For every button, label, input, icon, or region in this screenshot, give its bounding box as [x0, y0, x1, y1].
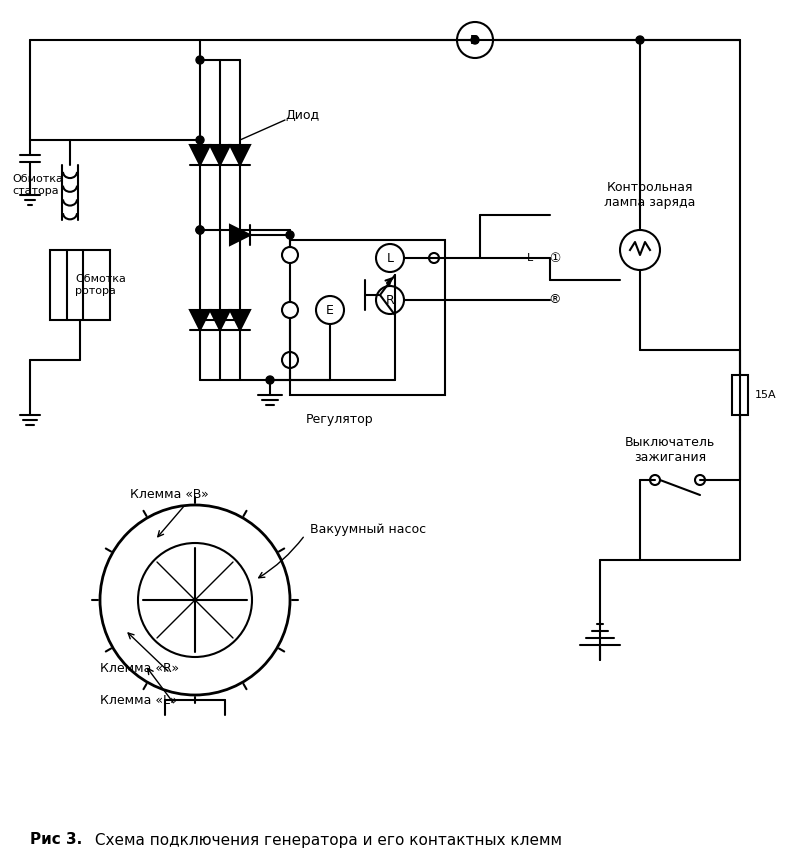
- Circle shape: [695, 475, 705, 485]
- Polygon shape: [210, 310, 230, 330]
- Circle shape: [429, 253, 439, 263]
- Circle shape: [316, 296, 344, 324]
- Text: Клемма «L»: Клемма «L»: [100, 694, 178, 707]
- Circle shape: [286, 231, 294, 239]
- Circle shape: [471, 36, 479, 44]
- Circle shape: [620, 230, 660, 270]
- Bar: [290, 240, 445, 395]
- Text: Диод: Диод: [285, 108, 319, 121]
- Polygon shape: [230, 310, 250, 330]
- Polygon shape: [230, 225, 250, 245]
- Polygon shape: [230, 145, 250, 165]
- Text: 15А: 15А: [755, 390, 777, 400]
- Text: E: E: [326, 303, 334, 316]
- Circle shape: [282, 352, 298, 368]
- Circle shape: [376, 244, 404, 272]
- Circle shape: [282, 302, 298, 318]
- Circle shape: [636, 36, 644, 44]
- Text: ®: ®: [549, 294, 562, 307]
- Circle shape: [650, 475, 660, 485]
- Text: Клемма «R»: Клемма «R»: [100, 662, 179, 675]
- Text: R: R: [386, 294, 394, 307]
- Text: Контрольная
лампа заряда: Контрольная лампа заряда: [604, 181, 696, 209]
- Circle shape: [196, 226, 204, 234]
- Bar: [732, 375, 748, 415]
- Text: Клемма «B»: Клемма «B»: [130, 488, 209, 501]
- Text: L: L: [386, 251, 394, 264]
- Text: Обмотка
статора: Обмотка статора: [12, 174, 63, 196]
- Circle shape: [196, 56, 204, 64]
- Circle shape: [196, 316, 204, 324]
- Polygon shape: [190, 145, 210, 165]
- Text: Выключатель
зажигания: Выключатель зажигания: [625, 436, 715, 464]
- Text: Рис 3.: Рис 3.: [30, 832, 82, 848]
- Circle shape: [282, 247, 298, 263]
- Text: L: L: [527, 253, 533, 263]
- Text: Схема подключения генератора и его контактных клемм: Схема подключения генератора и его конта…: [90, 832, 562, 848]
- Text: ①: ①: [550, 251, 561, 264]
- Circle shape: [266, 376, 274, 384]
- Polygon shape: [190, 310, 210, 330]
- Circle shape: [196, 226, 204, 234]
- Text: Обмотка
ротора: Обмотка ротора: [75, 275, 126, 296]
- Text: B: B: [470, 34, 480, 47]
- Polygon shape: [210, 145, 230, 165]
- Text: Регулятор: Регулятор: [306, 413, 374, 426]
- Circle shape: [376, 286, 404, 314]
- Circle shape: [100, 505, 290, 695]
- Circle shape: [138, 543, 252, 657]
- Circle shape: [196, 136, 204, 144]
- Text: Вакуумный насос: Вакуумный насос: [310, 524, 426, 537]
- Bar: [50, 250, 110, 320]
- Circle shape: [457, 22, 493, 58]
